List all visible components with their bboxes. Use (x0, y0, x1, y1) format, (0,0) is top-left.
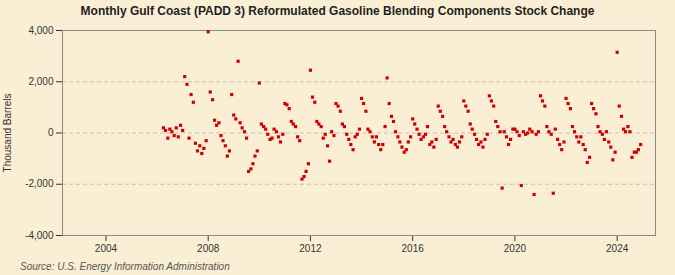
html-text:Source: U.S. Energy Informatio: Source: U.S. Energy Information Administ… (20, 261, 230, 272)
svg-text:Thousand Barrels: Thousand Barrels (2, 94, 13, 173)
svg-text:2024: 2024 (606, 243, 629, 254)
svg-text:4,000: 4,000 (28, 25, 53, 36)
svg-text:2008: 2008 (197, 243, 220, 254)
svg-text:2016: 2016 (402, 243, 425, 254)
svg-text:0: 0 (48, 127, 54, 138)
svg-text:2012: 2012 (299, 243, 322, 254)
svg-text:-2,000: -2,000 (25, 178, 54, 189)
svg-text:2020: 2020 (504, 243, 527, 254)
svg-text:2004: 2004 (95, 243, 118, 254)
html-text:Monthly Gulf Coast (PADD 3) Re: Monthly Gulf Coast (PADD 3) Reformulated… (80, 4, 595, 18)
svg-text:-4,000: -4,000 (25, 230, 54, 241)
svg-text:2,000: 2,000 (28, 76, 53, 87)
